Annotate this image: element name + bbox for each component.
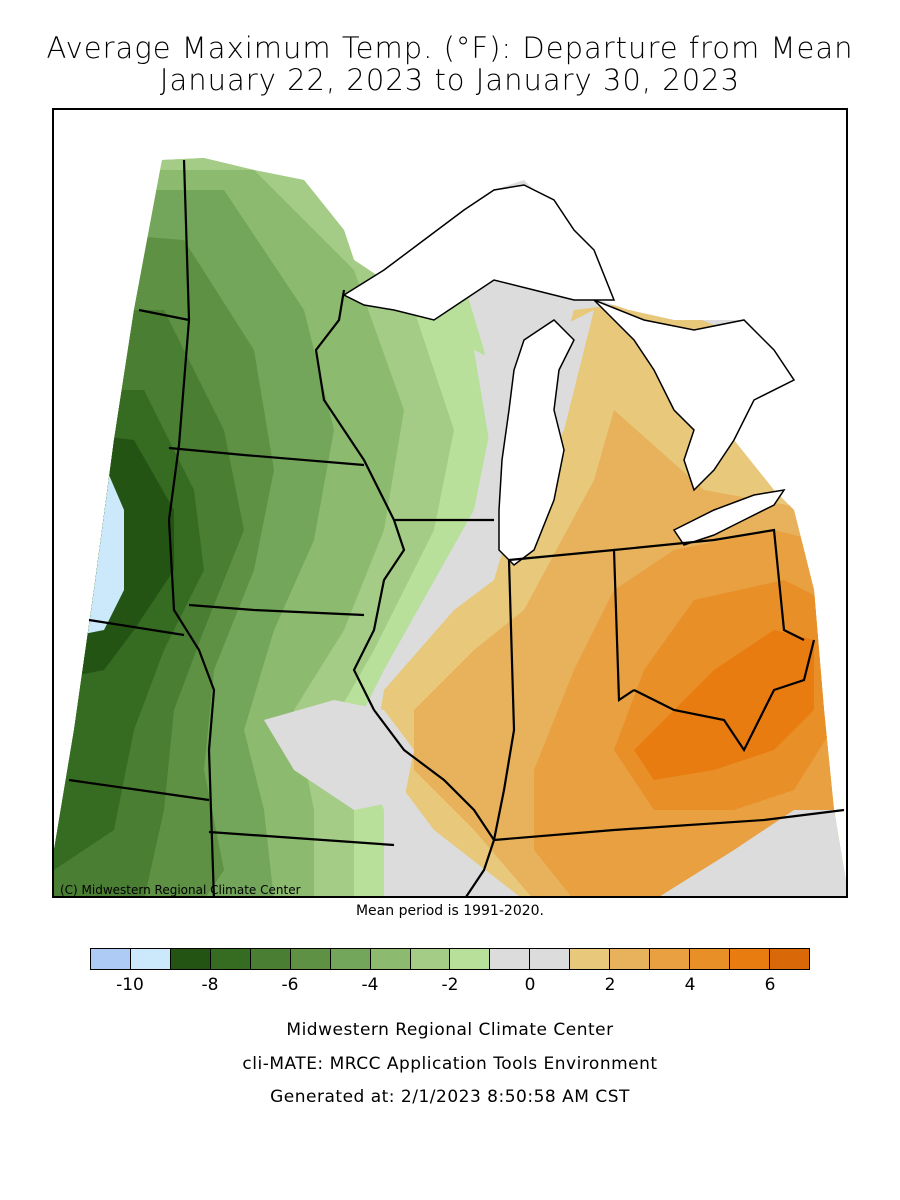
- footer-application: cli-MATE: MRCC Application Tools Environ…: [242, 1054, 658, 1074]
- legend-swatch: [91, 949, 131, 969]
- state-borders: [68, 159, 845, 896]
- legend-swatch: [450, 949, 491, 969]
- legend-tick-label: 0: [524, 975, 536, 995]
- legend-tick-label: -2: [441, 975, 459, 995]
- legend-swatch: [170, 949, 211, 969]
- lake-huron: [593, 299, 796, 492]
- map-frame: (C) Midwestern Regional Climate Center: [52, 108, 848, 898]
- legend-swatch: [370, 949, 411, 969]
- legend-tick-label: -4: [361, 975, 379, 995]
- lake-michigan: [498, 319, 575, 566]
- contour-near-zero-south: [654, 810, 846, 896]
- contour-near-zero-central: [264, 700, 414, 810]
- legend-swatch: [530, 949, 571, 969]
- color-legend: [90, 948, 810, 970]
- footer-organization: Midwestern Regional Climate Center: [286, 1020, 614, 1040]
- map-date-range: January 22, 2023 to January 30, 2023: [159, 63, 741, 97]
- temperature-departure-map: (C) Midwestern Regional Climate Center: [54, 158, 846, 897]
- copyright-label: (C) Midwestern Regional Climate Center: [60, 883, 301, 897]
- legend-swatch: [650, 949, 691, 969]
- legend-swatch: [610, 949, 651, 969]
- legend-swatch: [210, 949, 251, 969]
- legend-swatch: [330, 949, 371, 969]
- contour-minus-10: [54, 440, 94, 510]
- legend-tick-label: 4: [684, 975, 696, 995]
- legend-swatch: [130, 949, 171, 969]
- mean-period-note: Mean period is 1991-2020.: [355, 903, 545, 919]
- legend-swatch: [290, 949, 331, 969]
- lake-superior: [342, 184, 616, 321]
- legend-swatch: [410, 949, 451, 969]
- legend-tick-label: -6: [281, 975, 299, 995]
- legend-tick-label: 6: [764, 975, 776, 995]
- legend-swatch: [570, 949, 611, 969]
- legend-tick-label: -10: [116, 975, 144, 995]
- footer-generated-time: Generated at: 2/1/2023 8:50:58 AM CST: [270, 1087, 630, 1107]
- legend-swatch: [690, 949, 730, 969]
- legend-swatch: [490, 949, 531, 969]
- map-title: Average Maximum Temp. (°F): Departure fr…: [46, 31, 854, 65]
- legend-tick-label: 2: [604, 975, 616, 995]
- legend-tick-label: -8: [201, 975, 219, 995]
- contour-plus-5: [634, 630, 814, 780]
- legend-swatch: [769, 949, 809, 969]
- legend-swatch: [250, 949, 291, 969]
- legend-swatch: [730, 949, 770, 969]
